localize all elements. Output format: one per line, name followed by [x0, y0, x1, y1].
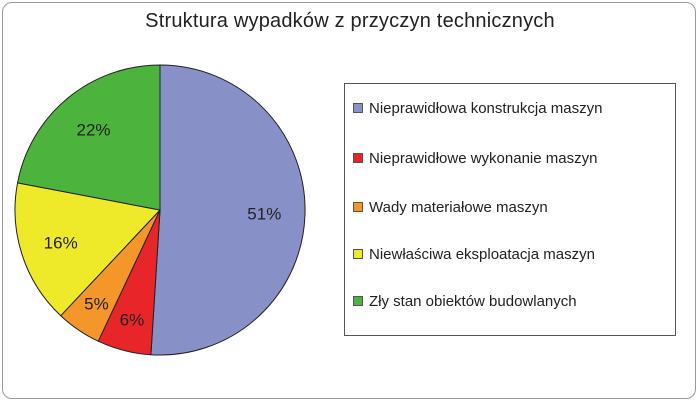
legend: Nieprawidłowa konstrukcja maszyn Niepraw… — [344, 83, 676, 336]
slice-label: 6% — [120, 311, 145, 330]
pie-slice — [14, 182, 161, 317]
legend-item: Nieprawidłowa konstrukcja maszyn — [353, 97, 602, 119]
legend-swatch — [353, 202, 363, 212]
slice-label: 22% — [76, 121, 110, 140]
legend-label: Nieprawidłowe wykonanie maszyn — [369, 149, 598, 167]
slice-label: 51% — [247, 204, 281, 223]
legend-label: Nieprawidłowa konstrukcja maszyn — [369, 99, 603, 117]
legend-item: Nieprawidłowe wykonanie maszyn — [353, 147, 597, 169]
legend-label: Wady materiałowe maszyn — [369, 198, 548, 216]
legend-swatch — [353, 103, 363, 113]
pie-slice — [16, 64, 161, 211]
legend-item: Niewłaściwa eksploatacja maszyn — [353, 243, 595, 265]
chart-title: Struktura wypadków z przyczyn techniczny… — [145, 10, 555, 32]
legend-swatch — [353, 249, 363, 259]
legend-item: Zły stan obiektów budowlanych — [353, 290, 577, 312]
legend-item: Wady materiałowe maszyn — [353, 196, 548, 218]
slice-label: 16% — [44, 233, 78, 252]
pie-slice — [150, 64, 306, 356]
slice-label: 5% — [84, 295, 109, 314]
legend-swatch — [353, 153, 363, 163]
legend-label: Zły stan obiektów budowlanych — [369, 292, 577, 310]
legend-swatch — [353, 296, 363, 306]
legend-label: Niewłaściwa eksploatacja maszyn — [369, 245, 595, 263]
